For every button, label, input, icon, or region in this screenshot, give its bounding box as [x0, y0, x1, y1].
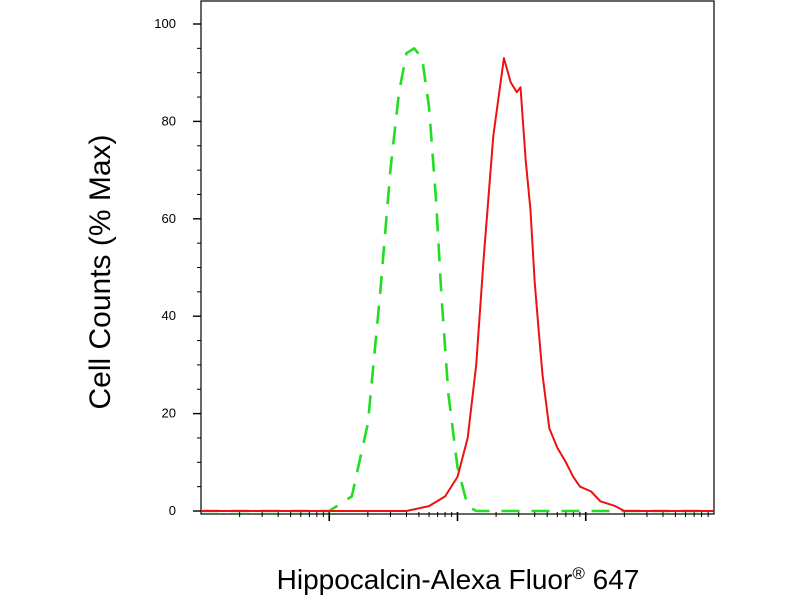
- y-tick-label: 20: [162, 406, 176, 421]
- x-axis-label: Hippocalcin-Alexa Fluor® 647: [277, 564, 640, 595]
- sample-histogram-line: [201, 57, 714, 512]
- y-axis-label: Cell Counts (% Max): [84, 134, 117, 409]
- control-histogram-line: [201, 47, 714, 513]
- y-tick-label: 80: [162, 113, 176, 128]
- histogram-curves: [201, 47, 714, 513]
- x-axis: [239, 512, 709, 521]
- y-tick-label: 60: [162, 211, 176, 226]
- registered-mark: ®: [572, 564, 585, 583]
- x-axis-label-suffix: 647: [585, 564, 640, 595]
- x-axis-label-main: Hippocalcin-Alexa Fluor: [277, 564, 573, 595]
- y-axis: 0 20 40 60 80 100: [154, 16, 201, 518]
- y-tick-label: 40: [162, 308, 176, 323]
- y-tick-label: 100: [154, 16, 176, 31]
- plot-frame: [200, 0, 715, 515]
- y-tick-label: 0: [169, 503, 176, 518]
